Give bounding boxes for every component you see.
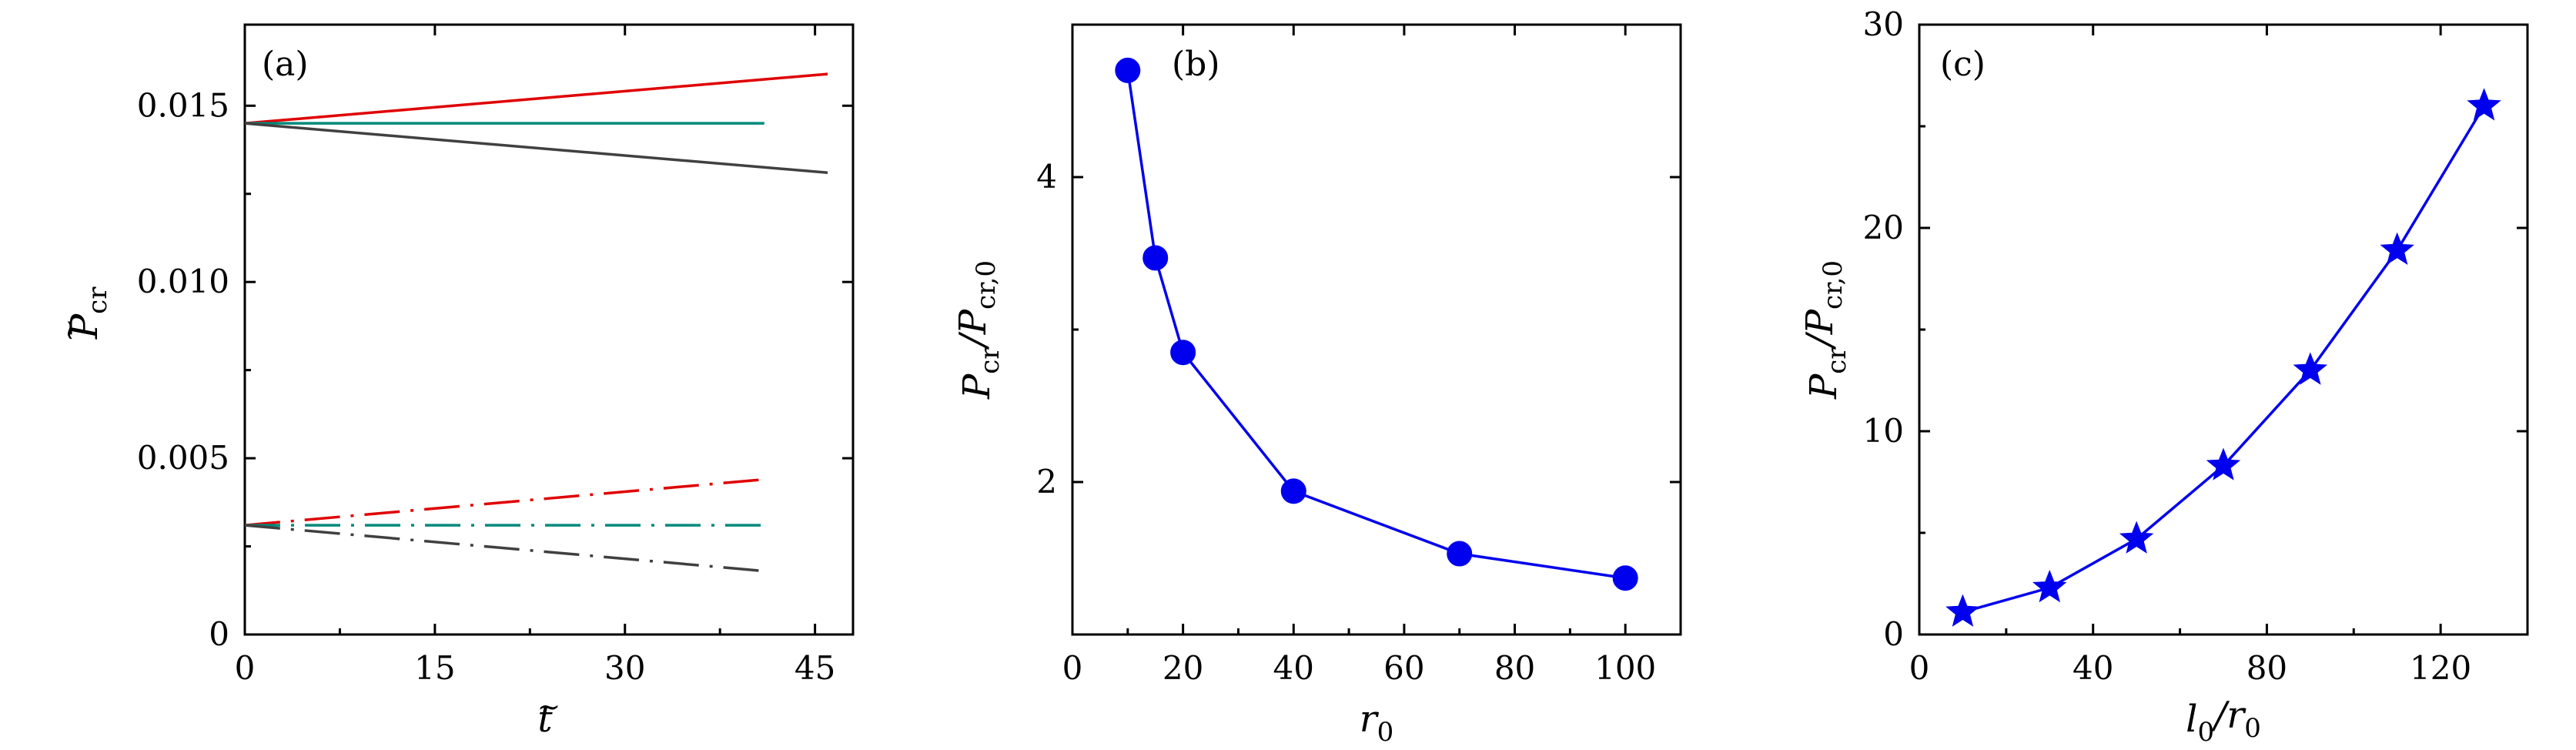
panel-a-ytick-label: 0.005 xyxy=(137,439,229,477)
panel-a-ticks: 0 15 30 45 0 0.005 0.010 0.015 xyxy=(137,25,853,687)
panel-b-ticks: 0 20 40 60 80 100 2 4 xyxy=(1036,25,1681,687)
panel-b-y-axis-label: Pcr/Pcr,0 xyxy=(952,260,1005,400)
panel-c-label: (c) xyxy=(1940,45,1986,84)
panel-b-series xyxy=(1115,57,1638,591)
panel-a-xtick-label: 45 xyxy=(795,649,835,687)
panel-c-ticks: 0 40 80 120 0 10 20 30 xyxy=(1863,5,2527,687)
panel-b-ytick-label: 2 xyxy=(1036,463,1057,501)
panel-c-data-point xyxy=(2380,232,2414,265)
panel-b-data-point xyxy=(1612,565,1638,591)
panel-b-data-point xyxy=(1170,340,1196,366)
panel-b-data-point xyxy=(1447,541,1473,567)
panel-a-ytick-label: 0 xyxy=(209,615,229,653)
panel-c-xtick-label: 120 xyxy=(2410,649,2471,687)
panel-a-ytick-label: 0.015 xyxy=(137,86,229,124)
panel-c-ytick-label: 0 xyxy=(1883,615,1904,653)
panel-b-data-point xyxy=(1142,245,1169,271)
panel-c-series-line xyxy=(1962,105,2486,614)
panel-c-data-point xyxy=(2206,447,2241,480)
panel-c-frame xyxy=(1918,23,2529,636)
panel-b-xtick-label: 40 xyxy=(1273,649,1314,687)
panel-c-data-point xyxy=(1945,594,1980,627)
panel-a-series-line-3 xyxy=(244,122,828,175)
panel-a-series-line-6 xyxy=(244,524,764,573)
panel-c-data-point xyxy=(2032,569,2067,603)
panel-b-xtick-label: 100 xyxy=(1594,649,1656,687)
panel-a-xtick-label: 15 xyxy=(414,649,455,687)
panel-a-series xyxy=(244,72,828,573)
panel-b-series-line xyxy=(1126,70,1626,580)
panel-a: (a) 0 15 30 45 0 0.005 0.010 0.015 t~ ~Pcr xyxy=(54,23,855,741)
panel-c-series xyxy=(1945,88,2501,627)
panel-b-xtick-label: 20 xyxy=(1163,649,1203,687)
panel-a-xtick-label: 0 xyxy=(235,649,256,687)
panel-c-data-point xyxy=(2467,88,2501,121)
panel-c-ytick-label: 20 xyxy=(1863,209,1904,246)
panel-b: (b) 0 20 40 60 80 100 2 4 r0 Pcr/Pcr,0 xyxy=(952,23,1682,748)
panel-b-frame xyxy=(1071,23,1682,636)
panel-c: (c) 0 40 80 120 0 10 20 30 l0/r0 Pcr/Pcr,0 xyxy=(1798,5,2529,748)
panel-b-x-axis-label: r0 xyxy=(1360,698,1394,748)
panel-b-data-point xyxy=(1280,478,1306,504)
panel-c-xtick-label: 0 xyxy=(1909,649,1930,687)
panel-b-ytick-label: 4 xyxy=(1036,158,1057,196)
panel-b-xtick-label: 60 xyxy=(1383,649,1424,687)
panel-c-ytick-label: 10 xyxy=(1863,412,1904,450)
panel-b-xtick-label: 0 xyxy=(1062,649,1083,687)
panel-c-data-point xyxy=(2119,521,2154,554)
panel-a-ytick-label: 0.010 xyxy=(137,263,229,300)
panel-a-series-line-1 xyxy=(244,72,828,125)
panel-a-x-axis-label: t~ xyxy=(537,691,560,741)
panel-a-xtick-label: 30 xyxy=(604,649,645,687)
panel-b-label: (b) xyxy=(1172,45,1220,84)
panel-b-data-point xyxy=(1115,57,1141,83)
panel-c-data-point xyxy=(2293,352,2328,385)
panel-b-xtick-label: 80 xyxy=(1494,649,1535,687)
panel-a-label: (a) xyxy=(262,45,309,84)
panel-c-x-axis-label: l0/r0 xyxy=(2186,694,2261,748)
panel-a-series-line-4 xyxy=(244,477,764,527)
panel-c-ytick-label: 30 xyxy=(1863,5,1904,43)
panel-c-xtick-label: 40 xyxy=(2073,649,2113,687)
panel-c-y-axis-label: Pcr/Pcr,0 xyxy=(1798,260,1852,400)
panel-a-y-axis-label: ~Pcr xyxy=(54,286,113,342)
panel-a-frame xyxy=(243,23,855,636)
panel-c-xtick-label: 80 xyxy=(2246,649,2287,687)
